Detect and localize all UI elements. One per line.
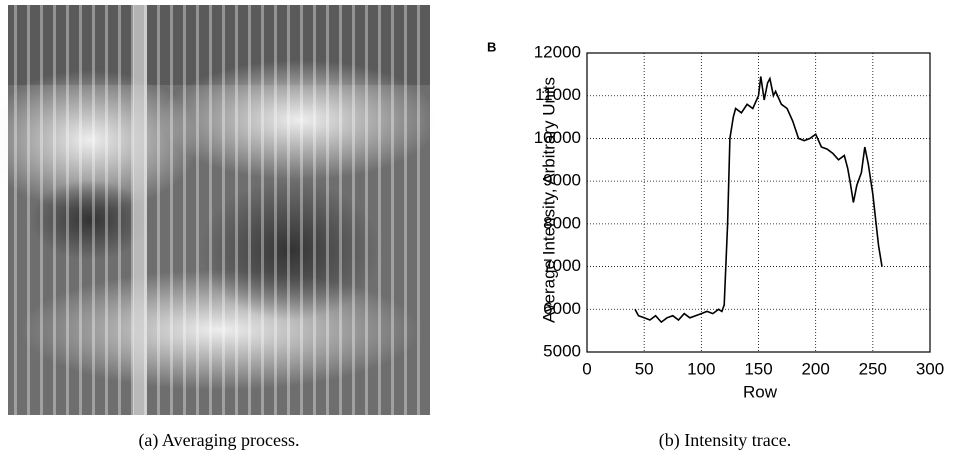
stripe (183, 5, 186, 415)
y-axis-title: Average Intensity, Arbitrary Units (539, 77, 558, 323)
stripe (222, 5, 225, 415)
stripe (326, 5, 329, 415)
y-tick-label: 7000 (543, 256, 581, 275)
stripe (391, 5, 394, 415)
stripe (118, 5, 121, 415)
x-tick-label: 50 (635, 359, 654, 378)
x-tick-label: 0 (582, 359, 591, 378)
y-tick-label: 9000 (543, 171, 581, 190)
stripe (378, 5, 381, 415)
stripe (352, 5, 355, 415)
stripe (144, 5, 147, 415)
x-tick-label: 200 (801, 359, 829, 378)
caption: (a) Averaging process. (138, 430, 299, 451)
y-tick-label: 6000 (543, 299, 581, 318)
stripe (313, 5, 316, 415)
stripe (274, 5, 277, 415)
stripe (131, 5, 134, 415)
stripe (92, 5, 95, 415)
x-axis-title: Row (743, 382, 778, 401)
data-line (634, 76, 883, 324)
stripe (235, 5, 238, 415)
y-tick-label: 10000 (534, 128, 581, 147)
stripe (53, 5, 56, 415)
stripe (196, 5, 199, 415)
stripe (287, 5, 290, 415)
stripe (261, 5, 264, 415)
stripe (365, 5, 368, 415)
stripe (14, 5, 17, 415)
plot-frame (586, 52, 931, 353)
stripe (105, 5, 108, 415)
panel-label: B (487, 39, 496, 54)
stripe (27, 5, 30, 415)
stripe (417, 5, 420, 415)
x-tick-label: 300 (916, 359, 944, 378)
x-tick-label: 150 (744, 359, 772, 378)
x-tick-label: 100 (687, 359, 715, 378)
averaging-image (0, 5, 440, 415)
stripe (170, 5, 173, 415)
stripe (40, 5, 43, 415)
stripe (66, 5, 69, 415)
y-tick-label: 5000 (543, 341, 581, 360)
stripe (79, 5, 82, 415)
stripe (300, 5, 303, 415)
y-tick-label: 11000 (535, 85, 581, 104)
stripe (404, 5, 407, 415)
stripe (248, 5, 251, 415)
y-tick-label: 8000 (543, 213, 581, 232)
stripe (209, 5, 212, 415)
stripe (157, 5, 160, 415)
y-tick-label: 12000 (534, 42, 581, 61)
caption: (b) Intensity trace. (659, 430, 791, 451)
stripe (339, 5, 342, 415)
x-tick-label: 250 (859, 359, 887, 378)
